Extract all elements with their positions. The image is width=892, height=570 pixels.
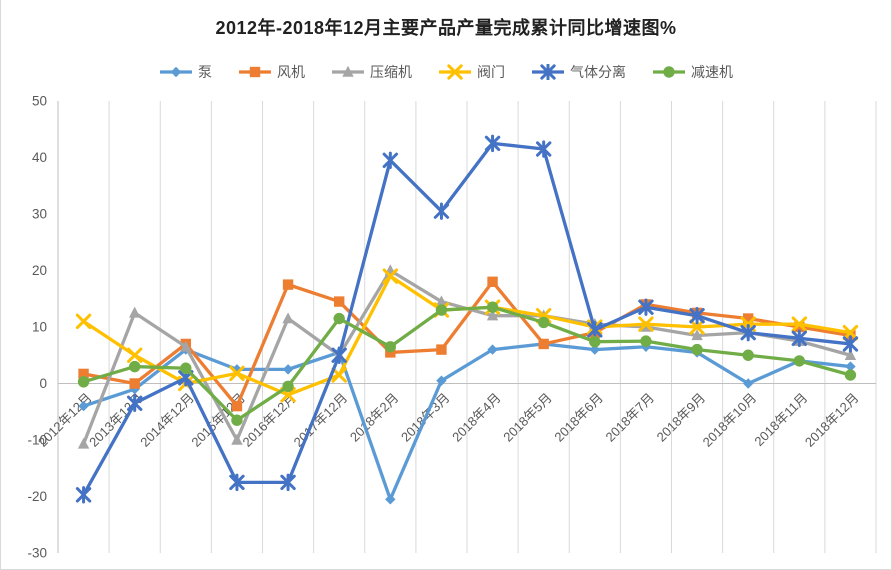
x-axis-tick-label: 2018年10月	[700, 390, 760, 450]
legend-item: 泵	[159, 62, 212, 82]
x-axis-tick-label: 2018年6月	[551, 390, 606, 445]
x-axis-tick-label: 2018年4月	[449, 390, 504, 445]
legend-item: 气体分离	[531, 62, 626, 82]
x-axis-tick-label: 2018年12月	[802, 390, 862, 450]
x-axis-tick-label: 2018年5月	[500, 390, 555, 445]
series-line	[83, 305, 851, 422]
y-axis-tick-label: -10	[27, 433, 47, 448]
y-axis-tick-label: 0	[39, 376, 47, 391]
chart-title: 2012年-2018年12月主要产品产量完成累计同比增速图%	[215, 18, 677, 38]
legend-item: 减速机	[652, 62, 733, 82]
legend-marker-icon	[532, 64, 564, 80]
chart-legend: 泵 风机 压缩机 阀门 气体分离 减速机	[1, 62, 891, 82]
series-line	[83, 280, 851, 408]
legend-label: 减速机	[691, 64, 733, 80]
series-line	[82, 141, 851, 496]
x-axis-tick-label: 2018年9月	[654, 390, 709, 445]
y-axis-tick-label: 40	[32, 150, 47, 165]
y-axis-tick-label: -20	[27, 489, 47, 504]
legend-label: 阀门	[477, 64, 505, 80]
series-减速机	[77, 301, 857, 426]
x-axis-tick-label: 2018年7月	[603, 390, 658, 445]
legend-label: 压缩机	[370, 64, 412, 80]
legend-marker-icon	[332, 65, 364, 77]
y-axis-tick-label: 50	[32, 94, 47, 109]
legend-item: 风机	[238, 62, 305, 82]
legend-marker-icon	[439, 64, 471, 80]
x-axis-tick-label: 2013年12月	[86, 390, 146, 450]
y-axis-tick-label: 10	[32, 320, 47, 335]
legend-label: 泵	[198, 64, 212, 80]
legend-label: 气体分离	[570, 64, 626, 80]
legend-item: 压缩机	[331, 62, 412, 82]
y-axis-tick-label: 30	[32, 207, 47, 222]
series-line	[83, 342, 851, 501]
legend-marker-icon	[160, 66, 192, 78]
legend-item: 阀门	[438, 62, 505, 82]
legend-marker-icon	[653, 66, 685, 78]
y-axis-tick-label: -30	[27, 546, 47, 561]
legend-marker-icon	[239, 66, 271, 78]
legend-label: 风机	[277, 64, 305, 80]
y-axis-tick-label: 20	[32, 263, 47, 278]
